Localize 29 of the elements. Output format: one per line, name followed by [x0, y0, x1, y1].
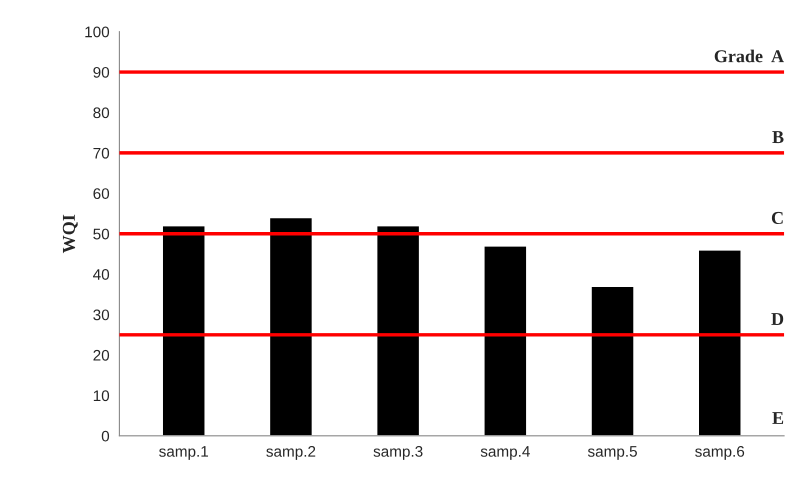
y-tick-label: 80: [93, 107, 110, 118]
y-tick-label: 70: [93, 148, 110, 159]
bar: [483, 245, 528, 436]
y-tick-label: 60: [93, 188, 110, 200]
x-tick-label: samp.2: [266, 446, 316, 460]
x-tick-label: samp.6: [695, 446, 744, 460]
ref-line-label: Grade A: [714, 50, 784, 62]
y-tick-label: 20: [93, 350, 110, 361]
ref-line-label: B: [772, 131, 784, 144]
ref-line-label: D: [771, 313, 784, 325]
bar: [698, 249, 742, 436]
ref-line-label: C: [772, 212, 783, 224]
x-tick-label: samp.3: [374, 446, 423, 460]
bar: [162, 224, 206, 436]
x-tick-label: samp.4: [480, 446, 530, 460]
y-tick-label: 90: [93, 66, 110, 78]
x-tick-label: samp.5: [588, 446, 637, 460]
y-tick-label: 10: [94, 390, 110, 402]
y-tick-label: 100: [85, 26, 110, 38]
x-tick-label: samp.1: [159, 446, 208, 460]
y-axis-title: WQI: [62, 214, 78, 254]
y-tick-label: 50: [93, 228, 110, 240]
bar: [376, 224, 420, 436]
y-tick-label: 30: [93, 309, 110, 320]
y-tick-label: 40: [93, 269, 110, 280]
bar: [268, 216, 314, 436]
annotation: E: [772, 412, 784, 424]
bar: [590, 286, 635, 436]
y-tick-label: 0: [102, 430, 110, 442]
